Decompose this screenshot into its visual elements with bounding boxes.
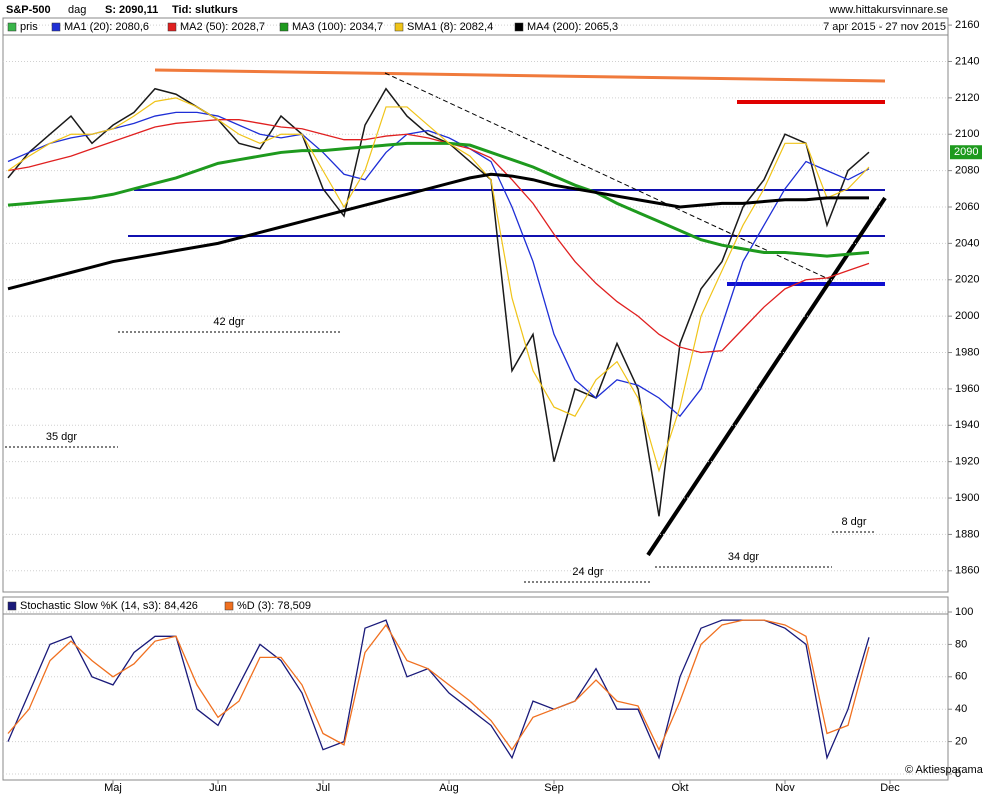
y-tick-label: 2140	[955, 55, 979, 67]
series-line	[7, 87, 870, 517]
y-tick-label: 2040	[955, 237, 979, 249]
y-tick-label: 1900	[955, 492, 979, 504]
legend-label: Stochastic Slow %K (14, s3): 84,426	[20, 600, 198, 612]
series-line	[7, 119, 870, 354]
y-tick-label: 2020	[955, 274, 979, 286]
annotation: 42 dgr	[213, 316, 245, 328]
y-tick-label: 60	[955, 671, 967, 683]
legend-swatch	[514, 22, 524, 32]
y-tick-label: 1940	[955, 419, 979, 431]
legend-swatch	[7, 601, 17, 611]
legend-label: MA2 (50): 2028,7	[180, 21, 265, 33]
x-tick-label: Jun	[209, 782, 227, 794]
legend-label: MA1 (20): 2080,6	[64, 21, 149, 33]
trend-line	[646, 196, 887, 557]
annotation: 34 dgr	[728, 551, 760, 563]
y-tick-label: 2080	[955, 165, 979, 177]
legend-swatch	[224, 601, 234, 611]
annotation: 24 dgr	[572, 566, 604, 578]
legend-swatch	[394, 22, 404, 32]
site: www.hittakursvinnare.se	[828, 4, 948, 16]
series-line	[7, 172, 869, 291]
period: dag	[68, 4, 86, 16]
y-tick-label: 80	[955, 638, 967, 650]
y-tick-label: 2120	[955, 92, 979, 104]
series-line	[7, 97, 870, 473]
y-tick-label: 2100	[955, 128, 979, 140]
legend-swatch	[167, 22, 177, 32]
mode: Tid: slutkurs	[172, 4, 238, 16]
y-tick-label: 2000	[955, 310, 979, 322]
legend-swatch	[51, 22, 61, 32]
x-tick-label: Sep	[544, 782, 564, 794]
credit: © Aktiesparama	[905, 764, 984, 776]
stoch-legend-bar	[2, 596, 949, 615]
y-tick-label: 1980	[955, 346, 979, 358]
last-price-tag	[950, 145, 982, 160]
y-tick-label: 2160	[955, 19, 979, 31]
x-tick-label: Jul	[316, 782, 330, 794]
series-line	[7, 141, 870, 258]
x-tick-label: Okt	[671, 782, 688, 794]
y-tick-label: 1920	[955, 456, 979, 468]
y-tick-label: 100	[955, 606, 973, 618]
annotation: 8 dgr	[841, 516, 866, 528]
last-price-label: 2090	[954, 146, 978, 158]
legend-label: %D (3): 78,509	[237, 600, 311, 612]
range: 7 apr 2015 - 27 nov 2015	[823, 21, 946, 33]
legend-label: MA3 (100): 2034,7	[292, 21, 383, 33]
series-line	[7, 619, 870, 761]
x-tick-label: Dec	[880, 782, 900, 794]
y-tick-label: 1960	[955, 383, 979, 395]
y-tick-label: 0	[955, 768, 961, 780]
annotation: 35 dgr	[46, 431, 78, 443]
legend-label: MA4 (200): 2065,3	[527, 21, 618, 33]
y-tick-label: 40	[955, 703, 967, 715]
series-line	[7, 619, 870, 752]
symbol: S&P-500	[6, 4, 51, 16]
trend-line	[384, 72, 836, 283]
legend-bar	[2, 17, 949, 36]
legend-swatch	[7, 22, 17, 32]
x-tick-label: Maj	[104, 782, 122, 794]
legend-label: pris	[20, 21, 38, 33]
legend-swatch	[279, 22, 289, 32]
resistance-line	[154, 68, 886, 83]
y-tick-label: 20	[955, 736, 967, 748]
x-tick-label: Nov	[775, 782, 795, 794]
y-tick-label: 1880	[955, 528, 979, 540]
y-tick-label: 1860	[955, 565, 979, 577]
x-tick-label: Aug	[439, 782, 459, 794]
last: S: 2090,11	[105, 4, 158, 16]
legend-label: SMA1 (8): 2082,4	[407, 21, 493, 33]
y-tick-label: 2060	[955, 201, 979, 213]
